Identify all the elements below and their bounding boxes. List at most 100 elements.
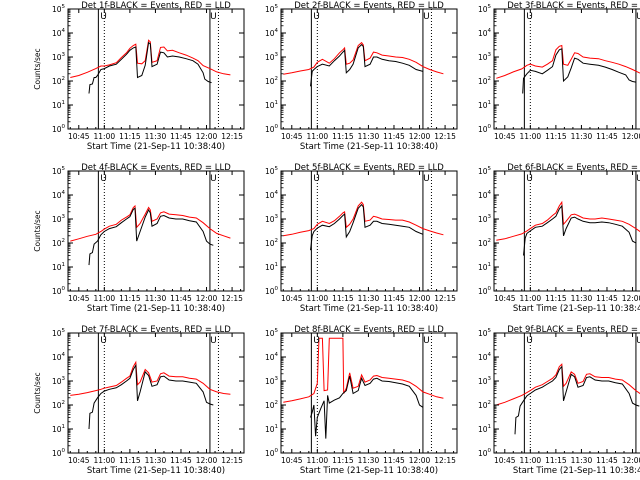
series-events-line (522, 48, 636, 94)
x-tick-label: 10:45 (68, 294, 90, 303)
interval-mark-1: U (100, 336, 107, 346)
x-tick-label: 12:00 (196, 456, 218, 465)
x-tick-label: 10:45 (281, 294, 303, 303)
y-tick-label: 102 (478, 400, 491, 410)
chart-panel-9: UU10:4511:0011:1511:3011:4512:0012:15100… (478, 325, 640, 476)
y-tick-label: 102 (265, 400, 278, 410)
series-lld-line (70, 204, 231, 242)
x-tick-label: 11:30 (571, 132, 593, 141)
interval-mark-2: U (210, 174, 217, 184)
x-tick-label: 11:15 (332, 132, 354, 141)
x-tick-label: 12:15 (221, 294, 243, 303)
y-tick-label: 105 (52, 166, 66, 176)
x-tick-label: 12:15 (221, 132, 243, 141)
y-tick-label: 101 (52, 262, 65, 272)
y-axis-label: Counts/sec (33, 372, 42, 413)
x-tick-label: 11:30 (571, 294, 593, 303)
plot-frame (280, 332, 458, 454)
y-tick-label: 104 (265, 190, 279, 200)
interval-mark-1: U (526, 12, 533, 22)
chart-title: Det 2f-BLACK = Events, RED = LLD (294, 1, 444, 11)
y-tick-label: 104 (52, 352, 66, 362)
y-tick-label: 102 (265, 238, 278, 248)
y-tick-label: 102 (478, 238, 491, 248)
chart-title: Det 7f-BLACK = Events, RED = LLD (81, 325, 231, 335)
x-tick-label: 11:45 (383, 456, 405, 465)
chart-title: Det 9f-BLACK = Events, RED = LLD (507, 325, 640, 335)
chart-title: Det 1f-BLACK = Events, RED = LLD (81, 1, 231, 11)
plot-frame (493, 8, 640, 130)
interval-mark-2: U (636, 336, 640, 346)
y-tick-label: 101 (52, 424, 65, 434)
plot-frame (67, 8, 245, 130)
y-tick-label: 105 (478, 166, 492, 176)
y-tick-label: 103 (478, 376, 492, 386)
series-lld-line (70, 39, 231, 78)
x-tick-label: 11:00 (307, 132, 329, 141)
y-tick-label: 100 (478, 286, 492, 296)
y-tick-label: 101 (478, 100, 491, 110)
x-tick-label: 12:15 (434, 456, 456, 465)
x-tick-label: 11:00 (94, 132, 116, 141)
series-lld-line (70, 360, 231, 396)
chart-title: Det 3f-BLACK = Events, RED = LLD (507, 1, 640, 11)
y-tick-label: 100 (52, 286, 66, 296)
y-tick-label: 103 (52, 376, 66, 386)
interval-mark-1: U (526, 174, 533, 184)
series-events-line (514, 365, 640, 435)
y-tick-label: 102 (265, 76, 278, 86)
y-tick-label: 101 (265, 262, 278, 272)
plot-frame (280, 8, 458, 130)
interval-mark-2: U (636, 174, 640, 184)
x-tick-label: 11:30 (145, 456, 167, 465)
plot-frame (280, 170, 458, 292)
y-tick-label: 104 (478, 190, 492, 200)
y-tick-label: 102 (478, 76, 491, 86)
y-tick-label: 102 (52, 238, 65, 248)
x-tick-label: 12:15 (434, 132, 456, 141)
x-tick-label: 11:00 (520, 294, 542, 303)
y-tick-label: 100 (52, 124, 66, 134)
x-tick-label: 11:30 (571, 456, 593, 465)
interval-mark-1: U (100, 174, 107, 184)
y-tick-label: 105 (52, 4, 66, 14)
plot-frame (493, 170, 640, 292)
y-tick-label: 103 (265, 52, 279, 62)
x-tick-label: 11:30 (358, 294, 380, 303)
series-events-line (310, 203, 424, 251)
y-tick-label: 101 (52, 100, 65, 110)
interval-mark-2: U (423, 12, 430, 22)
x-tick-label: 12:00 (622, 294, 640, 303)
x-tick-label: 10:45 (68, 132, 90, 141)
x-tick-label: 11:30 (358, 456, 380, 465)
y-tick-label: 103 (478, 52, 492, 62)
chart-title: Det 8f-BLACK = Events, RED = LLD (294, 325, 444, 335)
x-axis-label: Start Time (21-Sep-11 10:38:40) (87, 142, 225, 152)
x-tick-label: 11:00 (520, 132, 542, 141)
y-tick-label: 104 (478, 28, 492, 38)
y-tick-label: 101 (265, 424, 278, 434)
chart-panel-8: U U 10:45 11:00 11:15 11:30 11:45 12:00 12:15 100… (265, 325, 458, 476)
x-tick-label: 12:00 (196, 132, 218, 141)
chart-panel-3: UU10:4511:0011:1511:3011:4512:0012:15100… (478, 1, 640, 141)
y-tick-label: 103 (52, 52, 66, 62)
x-tick-label: 11:15 (119, 132, 141, 141)
x-tick-label: 11:45 (596, 456, 618, 465)
x-tick-label: 12:00 (409, 132, 431, 141)
y-tick-label: 101 (265, 100, 278, 110)
interval-mark-1: U (526, 336, 533, 346)
interval-mark-1: U (100, 12, 107, 22)
x-tick-label: 11:45 (170, 456, 192, 465)
y-tick-label: 100 (478, 448, 492, 458)
x-tick-label: 12:00 (196, 294, 218, 303)
x-tick-label: 11:45 (383, 132, 405, 141)
interval-mark-2: U (210, 336, 217, 346)
y-tick-label: 105 (265, 166, 279, 176)
series-lld-line (496, 200, 640, 241)
x-tick-label: 10:45 (281, 456, 303, 465)
x-tick-label: 12:15 (221, 456, 243, 465)
x-tick-label: 11:15 (545, 456, 567, 465)
plot-frame (67, 170, 245, 292)
chart-panel-7: U U 10:45 11:00 11:15 11:30 11:45 12:00 12:15 100… (33, 325, 245, 476)
x-axis-label: Start Time (21-Sep-11 10:38:40) (87, 466, 225, 476)
